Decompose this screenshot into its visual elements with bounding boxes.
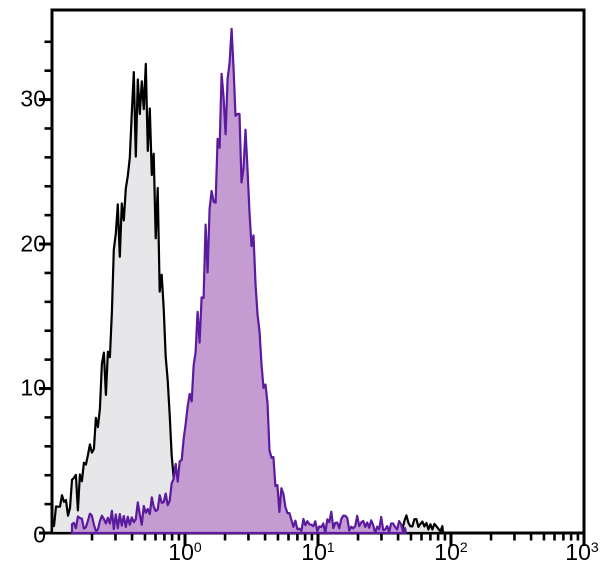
x-tick-label-1e0: 100 [168, 539, 202, 565]
x-tick-label-1e2: 102 [434, 539, 468, 565]
stained-histogram-curve [70, 27, 407, 535]
control-histogram-curve [399, 514, 445, 535]
y-tick-label-30: 30 [20, 85, 46, 112]
x-tick-label-1e3: 103 [565, 539, 599, 565]
x-tick-label-1e1: 101 [301, 539, 335, 565]
y-tick-label-20: 20 [20, 230, 46, 257]
y-tick-label-0: 0 [33, 521, 46, 548]
y-axis-ticks [39, 40, 52, 535]
x-axis-ticks [90, 533, 586, 546]
y-tick-label-10: 10 [20, 374, 46, 401]
